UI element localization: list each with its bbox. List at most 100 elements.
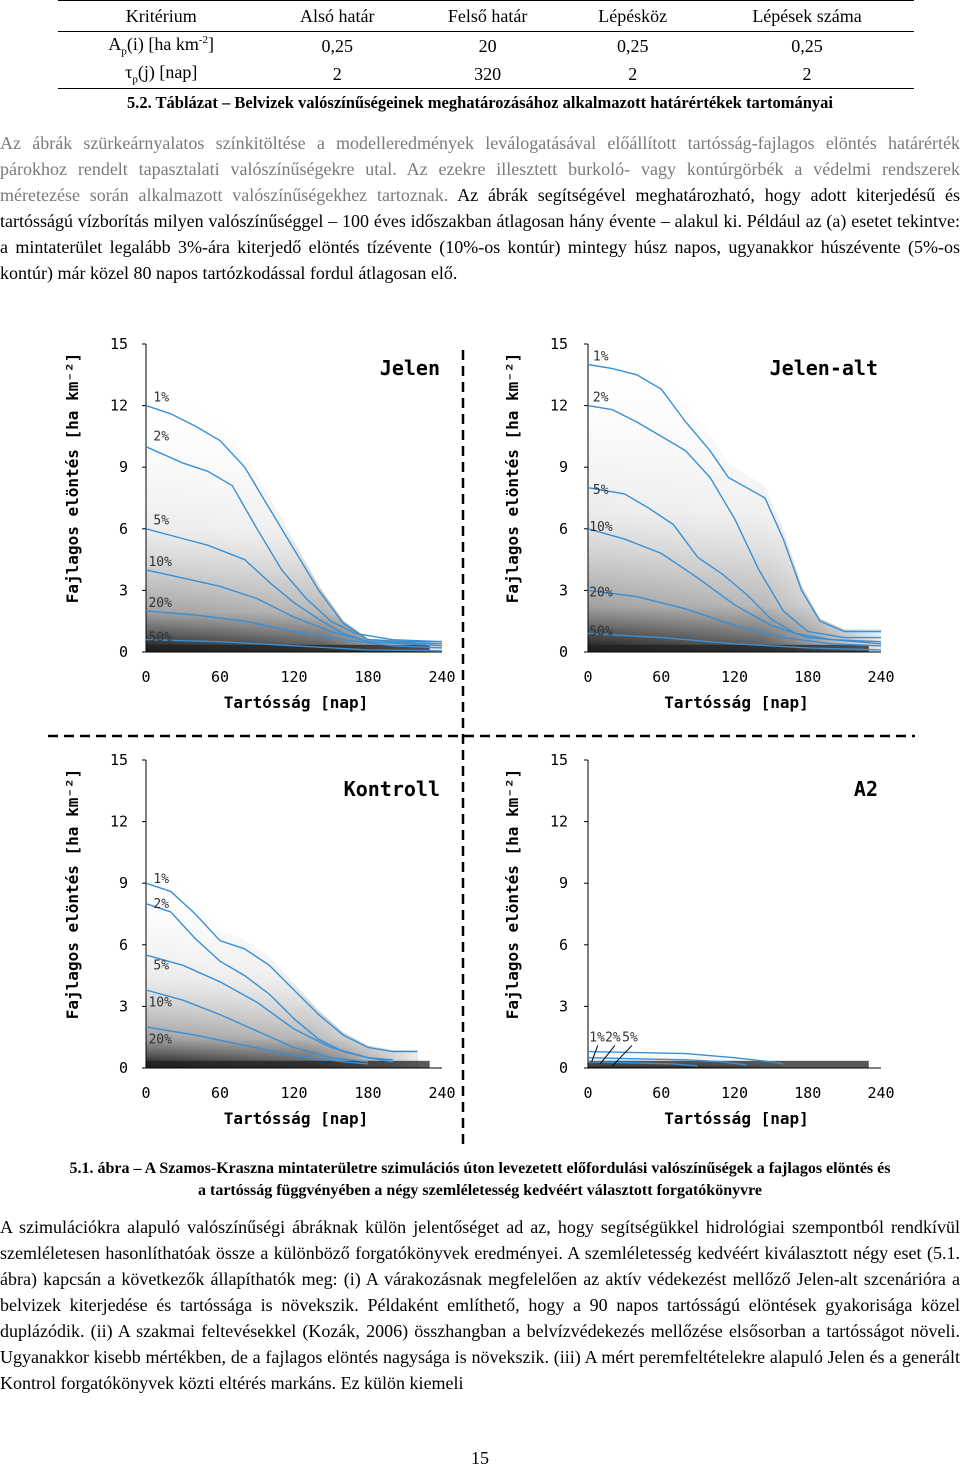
- table-cell-criterion: τp(j) [nap]: [58, 60, 265, 89]
- series-label: 1%: [153, 390, 169, 405]
- series-label: 5%: [153, 514, 169, 529]
- figure-caption-line-2: a tartósság függvényében a négy szemléle…: [197, 1182, 763, 1199]
- x-tick-label: 180: [354, 1084, 381, 1102]
- x-tick-label: 120: [721, 668, 748, 686]
- paragraph-1-dark: Az ábrák segítségével meghatározható, ho…: [0, 185, 960, 283]
- y-tick-label: 15: [550, 335, 568, 353]
- table-cell: 0,25: [616, 35, 649, 56]
- x-tick-label: 0: [583, 668, 592, 686]
- x-axis-label: Tartósság [nap]: [224, 1109, 369, 1128]
- density-floor: [588, 644, 869, 652]
- density-floor: [146, 1060, 430, 1068]
- series-line-1pct: [587, 1050, 784, 1065]
- series-label: 10%: [589, 520, 613, 535]
- series-line-20pct: [587, 589, 882, 647]
- x-tick-label: 120: [721, 1084, 748, 1102]
- series-line-10pct: [145, 989, 369, 1063]
- y-tick-label: 6: [119, 520, 128, 538]
- x-tick-label: 0: [141, 668, 150, 686]
- x-tick-label: 120: [280, 1084, 307, 1102]
- x-tick-label: 60: [652, 668, 670, 686]
- paragraph-2: A szimulációkra alapuló valószínűségi áb…: [0, 1217, 960, 1393]
- chart-panel-1: 0 3 6 9 12 15 0 60 120 180 240 Tartósság [nap] Fajla…: [63, 335, 456, 712]
- density-floor: [146, 644, 430, 652]
- series-line-2pct: [587, 404, 881, 639]
- x-tick-label: 120: [280, 668, 307, 686]
- series-label: 2%: [153, 897, 169, 912]
- table-row: τp(j) [nap] 2 320 2 2: [58, 60, 914, 89]
- y-tick-label: 0: [119, 643, 128, 661]
- y-tick-label: 12: [550, 813, 568, 831]
- series-label: 10%: [148, 555, 172, 570]
- series-line-2pct: [587, 1057, 747, 1066]
- series-label: 5%: [153, 958, 169, 973]
- chart-title: A2: [854, 777, 878, 801]
- x-tick-label: 240: [867, 668, 894, 686]
- series-label: 20%: [148, 1032, 172, 1047]
- y-tick-label: 3: [559, 581, 568, 599]
- series-line-20pct: [145, 610, 443, 649]
- series-label: 20%: [589, 586, 613, 601]
- series-label: 2%: [153, 430, 169, 445]
- series-line-5pct: [587, 487, 882, 643]
- series-label: 2%: [593, 390, 609, 405]
- table-cell: 320: [410, 60, 566, 89]
- series-line-2pct: [145, 446, 443, 643]
- series-line-50pct: [145, 639, 443, 652]
- y-tick-label: 15: [110, 335, 128, 353]
- table-cell: 0,25: [791, 35, 823, 56]
- chart-title: Kontroll: [344, 777, 440, 801]
- chart-panel-2: 0 3 6 9 12 15 0 60 120 180 240 Tartósság [nap] Fajla…: [503, 335, 895, 712]
- page-number: 15: [471, 1448, 489, 1468]
- series-label: 2%: [605, 1030, 621, 1045]
- table-cell: 2: [565, 60, 701, 89]
- table-cell: 20: [478, 35, 497, 56]
- series-line-10pct: [145, 569, 443, 647]
- x-tick-label: 240: [428, 1084, 455, 1102]
- table-row: Ap(i) [ha km-2] 0,25 20 0,25 0,25: [58, 32, 914, 61]
- series-label: 1%: [593, 349, 609, 364]
- y-tick-label: 3: [119, 997, 128, 1015]
- x-tick-label: 60: [652, 1084, 670, 1102]
- x-tick-label: 240: [867, 1084, 894, 1102]
- paragraph-1: Az ábrák szürkeárnyalatos színkitöltése …: [0, 130, 960, 286]
- y-tick-label: 15: [550, 751, 568, 769]
- y-tick-label: 0: [559, 643, 568, 661]
- x-tick-label: 180: [794, 668, 821, 686]
- x-tick-label: 240: [428, 668, 455, 686]
- label-pointer: [591, 1045, 599, 1063]
- y-tick-label: 9: [559, 874, 568, 892]
- y-axis-label: Fajlagos elöntés [ha km⁻²]: [63, 353, 82, 603]
- density-fade: [588, 344, 881, 652]
- table-header-cell: Felső határ: [410, 0, 566, 32]
- thresholds-table: Kritérium Alsó határ Felső határ Lépéskö…: [58, 0, 914, 89]
- y-tick-label: 0: [559, 1059, 568, 1077]
- y-tick-label: 9: [559, 458, 568, 476]
- table-cell-criterion: Ap(i) [ha km-2]: [108, 34, 215, 58]
- y-tick-label: 12: [110, 397, 128, 415]
- table-cell: 0,25: [321, 35, 353, 56]
- x-axis-label: Tartósság [nap]: [664, 693, 809, 712]
- x-tick-label: 0: [141, 1084, 150, 1102]
- series-label: 5%: [622, 1030, 638, 1045]
- series-label: 50%: [148, 631, 172, 646]
- y-tick-label: 15: [110, 751, 128, 769]
- label-pointer: [612, 1045, 633, 1067]
- series-line-50pct: [587, 632, 882, 651]
- y-tick-label: 9: [119, 874, 128, 892]
- series-line-20pct: [145, 1026, 369, 1065]
- density-floor: [588, 1060, 869, 1068]
- series-line-1pct: [145, 882, 418, 1053]
- figure-caption-line-1: 5.1. ábra – A Szamos-Kraszna mintaterüle…: [69, 1160, 891, 1177]
- series-label: 10%: [148, 995, 172, 1010]
- x-axis-label: Tartósság [nap]: [224, 693, 369, 712]
- table-header-cell: Kritérium: [58, 0, 265, 32]
- series-line-1pct: [587, 363, 881, 633]
- density-fade: [146, 868, 418, 1068]
- y-tick-label: 12: [550, 397, 568, 415]
- y-tick-label: 6: [559, 936, 568, 954]
- chart-title: Jelen-alt: [770, 356, 878, 380]
- table-caption: 5.2. Táblázat – Belvizek valószínűségein…: [126, 93, 834, 112]
- series-line-10pct: [587, 528, 882, 645]
- paragraph-1-gray: Az ábrák szürkeárnyalatos színkitöltése …: [0, 133, 960, 205]
